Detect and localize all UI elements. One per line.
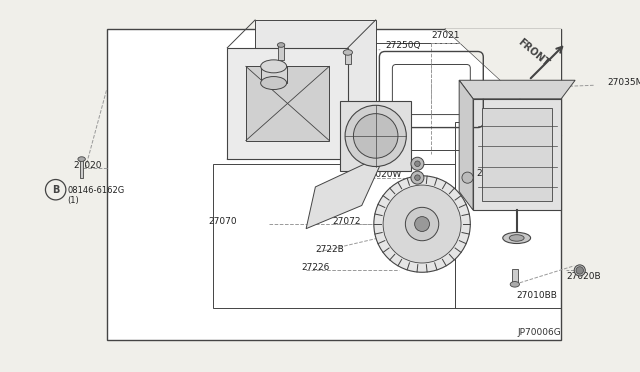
Ellipse shape: [503, 232, 531, 244]
Circle shape: [411, 157, 424, 170]
Ellipse shape: [509, 235, 524, 241]
Text: 27020: 27020: [74, 161, 102, 170]
Bar: [246, 66, 330, 141]
Bar: [255, 20, 376, 131]
Bar: [454, 122, 561, 308]
Text: 27010BA: 27010BA: [476, 169, 516, 177]
Circle shape: [345, 105, 406, 167]
Text: B: B: [52, 185, 60, 195]
Circle shape: [576, 267, 584, 274]
Ellipse shape: [260, 60, 287, 73]
Circle shape: [415, 217, 429, 231]
Circle shape: [353, 113, 398, 158]
Text: 27020B: 27020B: [567, 272, 602, 281]
Polygon shape: [459, 80, 473, 210]
Bar: [107, 29, 561, 340]
Bar: [260, 66, 287, 83]
Bar: [278, 45, 284, 60]
Bar: [340, 101, 411, 171]
Bar: [353, 43, 538, 150]
Bar: [473, 99, 561, 210]
Circle shape: [462, 172, 473, 183]
Text: 27020BA: 27020BA: [365, 157, 405, 166]
Bar: [213, 164, 454, 308]
Polygon shape: [459, 80, 575, 99]
Text: 08146-6162G: 08146-6162G: [68, 186, 125, 195]
Ellipse shape: [574, 265, 586, 276]
Circle shape: [411, 171, 424, 184]
Text: 27245P: 27245P: [330, 192, 363, 201]
Ellipse shape: [277, 43, 285, 47]
Text: 27035M: 27035M: [607, 78, 640, 87]
Bar: [80, 159, 83, 178]
Text: 27010BB: 27010BB: [516, 291, 557, 300]
Ellipse shape: [510, 282, 520, 287]
Text: FRONT: FRONT: [516, 36, 551, 68]
Circle shape: [405, 207, 439, 241]
Text: (1): (1): [68, 196, 79, 205]
Text: 27070: 27070: [209, 217, 237, 226]
Circle shape: [415, 175, 420, 180]
Text: 27080: 27080: [246, 76, 275, 85]
Bar: [227, 48, 348, 159]
Polygon shape: [445, 29, 561, 136]
Text: 27021: 27021: [431, 31, 460, 40]
Ellipse shape: [343, 49, 353, 55]
Text: 27080G: 27080G: [287, 103, 323, 113]
Ellipse shape: [260, 77, 287, 90]
Circle shape: [383, 185, 461, 263]
Text: 27020W: 27020W: [365, 170, 402, 179]
Text: 27250Q: 27250Q: [385, 41, 420, 49]
Text: 27072: 27072: [332, 217, 360, 226]
Polygon shape: [306, 154, 385, 229]
Text: 27238: 27238: [365, 124, 393, 133]
Ellipse shape: [78, 157, 85, 161]
Text: 27010B: 27010B: [246, 62, 280, 71]
Bar: [345, 52, 351, 64]
Circle shape: [415, 161, 420, 167]
Bar: [483, 108, 552, 201]
Circle shape: [374, 176, 470, 272]
Text: JP70006G: JP70006G: [518, 328, 561, 337]
Bar: [512, 269, 518, 284]
Text: 27226: 27226: [301, 263, 330, 272]
Bar: [107, 29, 561, 340]
Text: 2722B: 2722B: [316, 244, 344, 254]
